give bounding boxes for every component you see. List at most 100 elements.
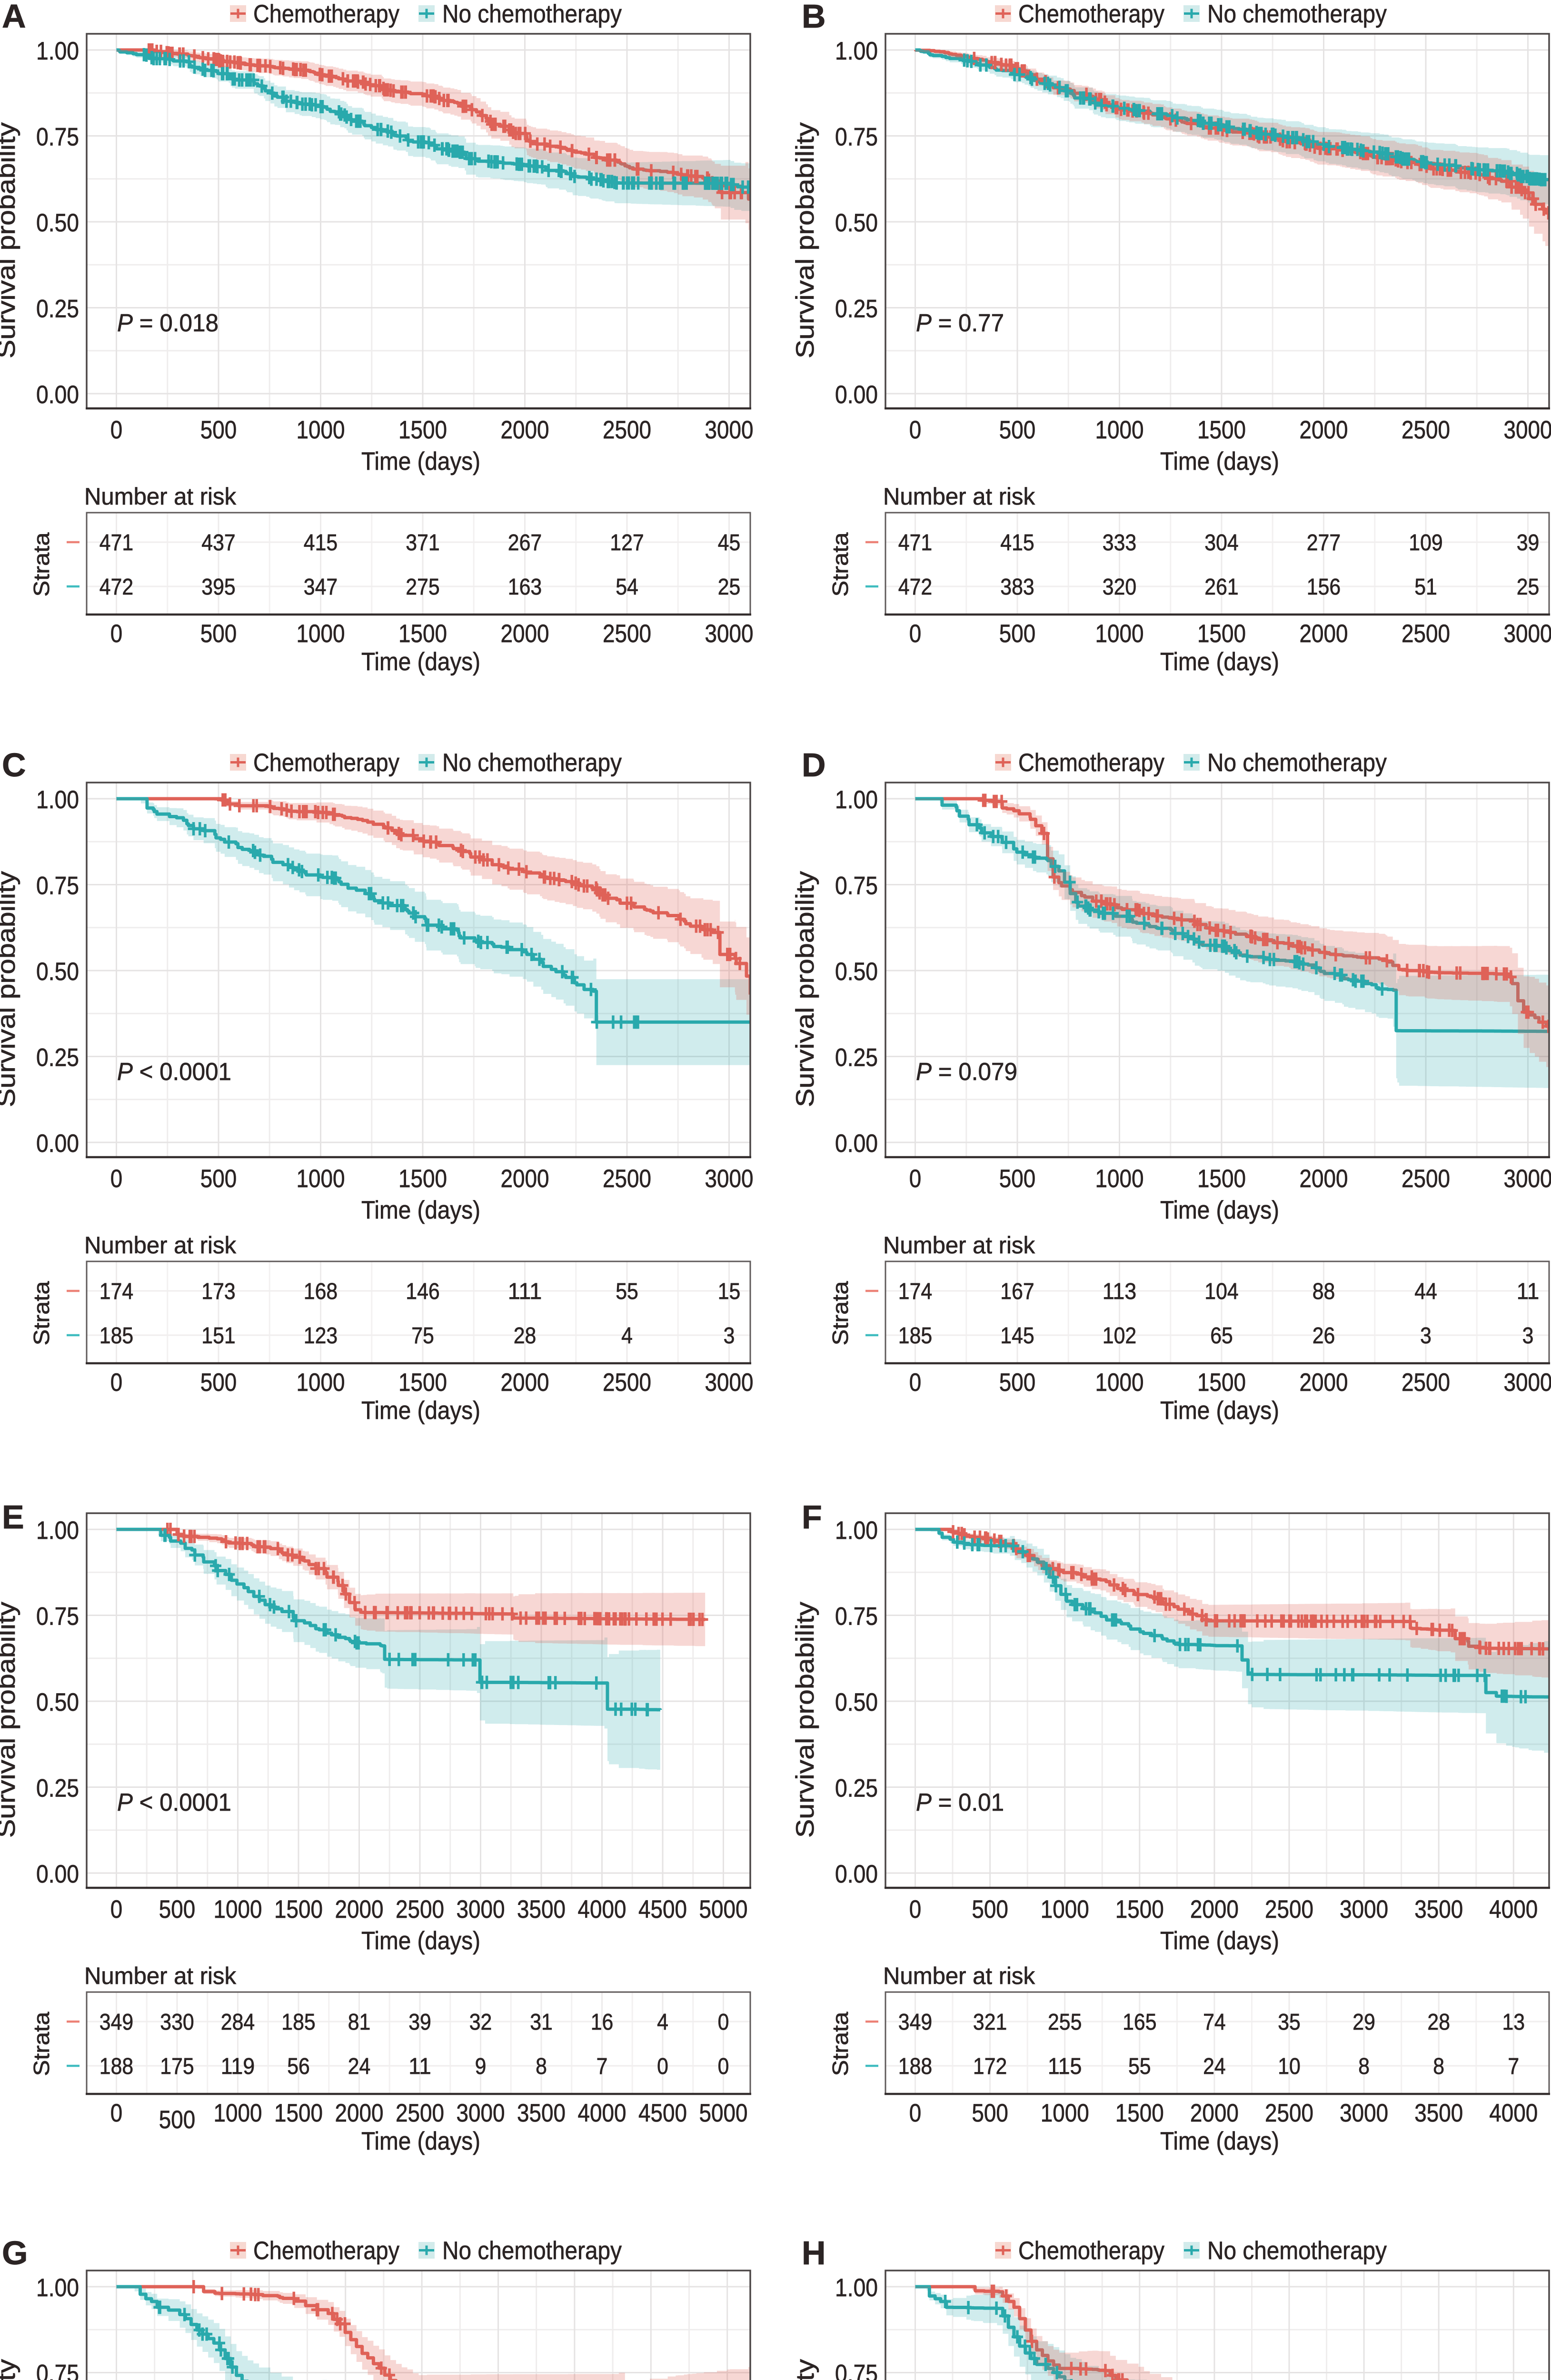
svg-text:2500: 2500 [396, 2099, 444, 2127]
svg-text:1000: 1000 [297, 416, 345, 444]
svg-text:277: 277 [1307, 530, 1341, 555]
svg-text:Survival probability: Survival probability [791, 1601, 819, 1838]
svg-text:500: 500 [159, 1895, 196, 1924]
svg-text:4: 4 [657, 2010, 668, 2035]
svg-text:4500: 4500 [638, 2099, 687, 2127]
svg-text:1500: 1500 [398, 416, 447, 444]
svg-text:500: 500 [999, 416, 1036, 444]
svg-text:0.75: 0.75 [36, 123, 79, 151]
svg-text:Chemotherapy: Chemotherapy [1018, 0, 1164, 28]
svg-text:2000: 2000 [1190, 1895, 1239, 1924]
svg-text:51: 51 [1414, 575, 1437, 600]
svg-text:2000: 2000 [501, 1368, 549, 1397]
svg-text:2000: 2000 [1300, 1165, 1348, 1193]
svg-text:0: 0 [909, 1165, 922, 1193]
svg-text:0.00: 0.00 [36, 1860, 79, 1888]
svg-text:0: 0 [718, 2010, 729, 2035]
svg-text:1000: 1000 [297, 620, 345, 648]
svg-text:24: 24 [348, 2054, 371, 2079]
svg-text:2500: 2500 [1265, 1895, 1313, 1924]
svg-text:2000: 2000 [501, 416, 549, 444]
svg-text:P < 0.0001: P < 0.0001 [117, 1058, 231, 1086]
svg-text:123: 123 [304, 1323, 338, 1349]
svg-text:H: H [802, 2234, 826, 2271]
svg-text:C: C [2, 746, 26, 783]
svg-text:11: 11 [1517, 1279, 1540, 1304]
svg-text:3500: 3500 [517, 2099, 566, 2127]
svg-text:25: 25 [1517, 575, 1540, 600]
svg-text:0.00: 0.00 [835, 1130, 878, 1158]
svg-text:Strata: Strata [828, 2012, 853, 2076]
svg-text:Strata: Strata [29, 1281, 54, 1345]
svg-text:55: 55 [1128, 2054, 1151, 2079]
svg-text:Time (days): Time (days) [361, 648, 480, 676]
svg-text:0.25: 0.25 [835, 1044, 878, 1072]
svg-text:0.25: 0.25 [36, 1775, 79, 1803]
svg-text:2000: 2000 [501, 620, 549, 648]
svg-text:0.50: 0.50 [835, 958, 878, 986]
svg-text:4000: 4000 [1489, 1895, 1538, 1924]
svg-text:P = 0.77: P = 0.77 [916, 309, 1004, 337]
svg-text:111: 111 [508, 1279, 542, 1304]
svg-text:31: 31 [530, 2010, 553, 2035]
svg-text:3: 3 [1420, 1323, 1432, 1349]
svg-text:1.00: 1.00 [36, 786, 79, 814]
svg-text:Time (days): Time (days) [361, 1927, 480, 1955]
svg-text:333: 333 [1103, 530, 1136, 555]
svg-text:0.75: 0.75 [835, 872, 878, 900]
svg-text:P = 0.079: P = 0.079 [916, 1058, 1017, 1086]
svg-text:28: 28 [514, 1323, 537, 1349]
svg-text:0.75: 0.75 [36, 2360, 79, 2380]
svg-text:1000: 1000 [1095, 620, 1144, 648]
svg-text:24: 24 [1203, 2054, 1226, 2079]
svg-text:255: 255 [1048, 2010, 1082, 2035]
svg-text:437: 437 [201, 530, 235, 555]
svg-text:0: 0 [909, 2099, 922, 2127]
svg-text:0: 0 [718, 2054, 729, 2079]
svg-text:1500: 1500 [1115, 2099, 1164, 2127]
svg-text:P < 0.0001: P < 0.0001 [117, 1789, 231, 1816]
svg-text:B: B [802, 0, 826, 35]
svg-text:145: 145 [1000, 1323, 1034, 1349]
svg-text:Survival probability: Survival probability [0, 1601, 20, 1838]
svg-text:8: 8 [1433, 2054, 1444, 2079]
svg-text:Chemotherapy: Chemotherapy [253, 0, 399, 28]
svg-text:2500: 2500 [603, 1165, 651, 1193]
svg-text:2500: 2500 [1402, 1165, 1450, 1193]
svg-text:26: 26 [1312, 1323, 1335, 1349]
svg-text:39: 39 [408, 2010, 431, 2035]
svg-text:185: 185 [898, 1323, 932, 1349]
svg-text:Survival probability: Survival probability [0, 2359, 20, 2380]
svg-text:No chemotherapy: No chemotherapy [442, 2237, 622, 2265]
svg-text:39: 39 [1517, 530, 1540, 555]
svg-text:163: 163 [508, 575, 542, 600]
svg-text:104: 104 [1204, 1279, 1238, 1304]
svg-text:0.00: 0.00 [36, 1130, 79, 1158]
svg-text:0.50: 0.50 [36, 209, 79, 237]
svg-text:Time (days): Time (days) [1160, 1397, 1279, 1425]
svg-text:349: 349 [898, 2010, 932, 2035]
svg-text:2500: 2500 [603, 416, 651, 444]
svg-text:0: 0 [110, 620, 123, 648]
svg-text:No chemotherapy: No chemotherapy [442, 0, 622, 28]
svg-text:No chemotherapy: No chemotherapy [442, 749, 622, 777]
svg-text:Chemotherapy: Chemotherapy [253, 2237, 399, 2265]
svg-text:1500: 1500 [1197, 416, 1246, 444]
svg-text:Time (days): Time (days) [1160, 2127, 1279, 2155]
svg-text:0.50: 0.50 [36, 958, 79, 986]
svg-text:No chemotherapy: No chemotherapy [1207, 749, 1387, 777]
svg-text:0: 0 [110, 416, 123, 444]
svg-text:0.00: 0.00 [835, 381, 878, 409]
svg-text:383: 383 [1000, 575, 1034, 600]
svg-text:G: G [2, 2234, 28, 2271]
svg-text:2000: 2000 [1300, 416, 1348, 444]
svg-text:1500: 1500 [274, 1895, 323, 1924]
svg-text:Time (days): Time (days) [1160, 447, 1279, 476]
svg-text:44: 44 [1414, 1279, 1437, 1304]
svg-text:Survival probability: Survival probability [791, 122, 819, 358]
svg-text:146: 146 [406, 1279, 439, 1304]
svg-text:1000: 1000 [297, 1368, 345, 1397]
svg-text:0: 0 [110, 1165, 123, 1193]
svg-text:185: 185 [99, 1323, 133, 1349]
svg-text:175: 175 [160, 2054, 194, 2079]
